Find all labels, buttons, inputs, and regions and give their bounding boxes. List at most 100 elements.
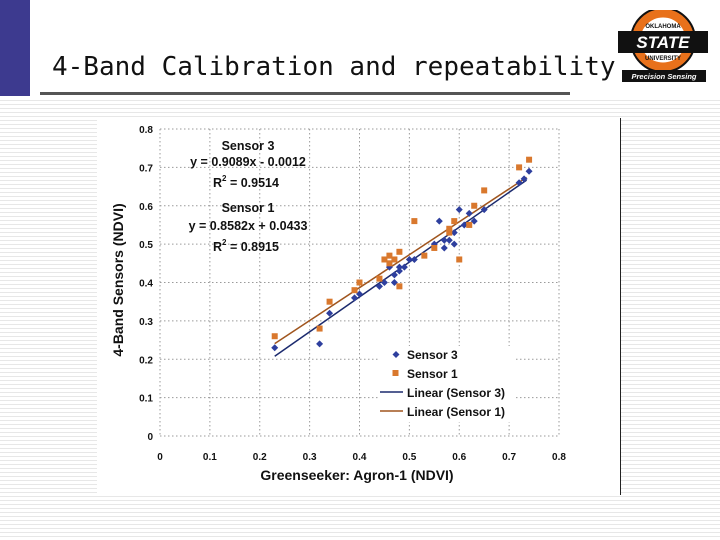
data-point-sensor1 xyxy=(396,248,403,255)
scatter-chart: 0 0.1 0.2 0.3 0.4 0.5 0.6 0.7 0.8 0 0.1 0.2 0.3 0.4 0.… xyxy=(110,125,566,483)
accent-bar xyxy=(0,0,30,96)
data-point-sensor3 xyxy=(316,340,324,348)
x-axis-label: Greenseeker: Agron-1 (NDVI) xyxy=(260,467,453,483)
y-tick-label: 0.2 xyxy=(139,355,153,366)
x-tick-label: 0.1 xyxy=(203,452,217,463)
data-point-sensor3 xyxy=(480,206,488,214)
r2-base: R xyxy=(213,240,222,254)
legend-item-linear-sensor1: Linear (Sensor 1) xyxy=(380,405,505,419)
annotation-sensor1: Sensor 1 y = 0.8582x + 0.0433 R2 = 0.891… xyxy=(189,201,308,254)
y-tick-label: 0.8 xyxy=(139,125,153,136)
data-point-sensor3 xyxy=(271,344,279,352)
data-point-sensor1 xyxy=(391,256,398,263)
legend-square-icon xyxy=(392,370,399,376)
data-point-sensor1 xyxy=(481,187,488,194)
chart-right-border xyxy=(620,118,621,495)
legend-item-sensor3: Sensor 3 xyxy=(392,348,458,362)
legend-label: Sensor 1 xyxy=(407,367,458,381)
data-point-sensor1 xyxy=(526,156,533,163)
x-tick-label: 0.4 xyxy=(353,452,367,463)
logo-main-text: STATE xyxy=(636,33,690,52)
slide-title: 4-Band Calibration and repeatability xyxy=(52,52,616,82)
data-point-sensor3 xyxy=(525,167,533,175)
data-point-sensor3 xyxy=(440,236,448,244)
x-tick-label: 0.6 xyxy=(452,452,466,463)
data-point-sensor1 xyxy=(356,279,363,286)
r2-base: R xyxy=(213,176,222,190)
data-point-sensor3 xyxy=(515,179,523,187)
data-point-sensor1 xyxy=(351,287,358,294)
data-point-sensor3 xyxy=(465,209,473,217)
annotation-sensor3-equation: y = 0.9089x - 0.0012 xyxy=(190,155,306,169)
r2-exp: 2 xyxy=(222,238,227,247)
data-point-sensor3 xyxy=(470,217,478,225)
y-tick-label: 0.6 xyxy=(139,202,153,213)
data-point-sensor1 xyxy=(411,218,418,225)
y-tick-label: 0 xyxy=(147,432,153,443)
data-point-sensor1 xyxy=(386,252,393,259)
data-point-sensor3 xyxy=(410,255,418,263)
data-point-sensor1 xyxy=(376,275,383,282)
data-point-sensor3 xyxy=(395,263,403,271)
data-point-sensor3 xyxy=(390,279,398,286)
logo-sub-text: UNIVERSITY xyxy=(645,56,681,62)
data-point-sensor3 xyxy=(450,240,458,248)
annotation-sensor1-equation: y = 0.8582x + 0.0433 xyxy=(189,219,308,233)
r2-value: = 0.8915 xyxy=(226,240,279,254)
y-tick-label: 0.3 xyxy=(139,317,153,328)
y-tick-label: 0.5 xyxy=(139,240,153,251)
data-points xyxy=(271,156,533,352)
logo-banner-text: Precision Sensing xyxy=(631,72,696,81)
data-point-sensor3 xyxy=(356,290,363,298)
data-point-sensor3 xyxy=(351,294,359,302)
data-point-sensor3 xyxy=(390,271,398,279)
logo-banner xyxy=(622,70,706,82)
data-point-sensor3 xyxy=(440,244,448,252)
data-point-sensor3 xyxy=(455,206,463,214)
r2-value: = 0.9514 xyxy=(226,176,279,190)
data-point-sensor1 xyxy=(396,283,403,290)
r2-exp: 2 xyxy=(222,174,227,183)
data-point-sensor3 xyxy=(400,263,408,271)
data-point-sensor3 xyxy=(450,229,458,237)
x-tick-label: 0.2 xyxy=(253,452,267,463)
data-point-sensor1 xyxy=(446,229,453,236)
legend-item-linear-sensor3: Linear (Sensor 3) xyxy=(380,386,505,400)
data-point-sensor1 xyxy=(446,225,453,232)
data-point-sensor3 xyxy=(405,255,413,263)
tick-labels: 0 0.1 0.2 0.3 0.4 0.5 0.6 0.7 0.8 0 0.1 0.2 0.3 0.4 0.… xyxy=(139,125,566,463)
logo-main-plate xyxy=(618,31,708,53)
legend: Sensor 3 Sensor 1 Linear (Sensor 3) Line… xyxy=(380,346,514,422)
annotation-sensor3-r2: R2 = 0.9514 xyxy=(213,174,279,190)
x-tick-label: 0 xyxy=(157,452,163,463)
data-point-sensor1 xyxy=(316,325,323,332)
y-tick-label: 0.1 xyxy=(139,394,153,405)
chart-panel: 0 0.1 0.2 0.3 0.4 0.5 0.6 0.7 0.8 0 0.1 0.2 0.3 0.4 0.… xyxy=(97,118,621,495)
data-point-sensor1 xyxy=(421,252,428,259)
data-point-sensor1 xyxy=(386,260,393,267)
annotation-sensor3: Sensor 3 y = 0.9089x - 0.0012 R2 = 0.951… xyxy=(190,139,306,190)
y-axis-label: 4-Band Sensors (NDVI) xyxy=(110,203,126,356)
data-point-sensor3 xyxy=(375,282,383,290)
data-point-sensor1 xyxy=(456,256,463,263)
data-point-sensor1 xyxy=(381,256,388,263)
data-point-sensor1 xyxy=(271,333,278,340)
legend-label: Linear (Sensor 1) xyxy=(407,405,505,419)
data-point-sensor1 xyxy=(431,244,438,251)
data-point-sensor1 xyxy=(516,164,523,171)
y-tick-label: 0.7 xyxy=(139,163,153,174)
annotation-sensor1-title: Sensor 1 xyxy=(222,201,275,215)
data-point-sensor1 xyxy=(471,202,478,209)
annotation-sensor1-r2: R2 = 0.8915 xyxy=(213,238,279,254)
osu-logo: OKLAHOMA STATE UNIVERSITY Precision Sens… xyxy=(618,10,708,82)
legend-diamond-icon xyxy=(392,351,400,358)
legend-label: Linear (Sensor 3) xyxy=(407,386,505,400)
data-point-sensor1 xyxy=(466,221,473,228)
y-tick-label: 0.4 xyxy=(139,279,153,290)
data-point-sensor3 xyxy=(395,267,403,275)
data-point-sensor1 xyxy=(326,298,333,305)
legend-item-sensor1: Sensor 1 xyxy=(392,367,458,381)
x-tick-label: 0.3 xyxy=(303,452,317,463)
data-point-sensor3 xyxy=(460,221,468,229)
legend-box xyxy=(380,346,514,422)
